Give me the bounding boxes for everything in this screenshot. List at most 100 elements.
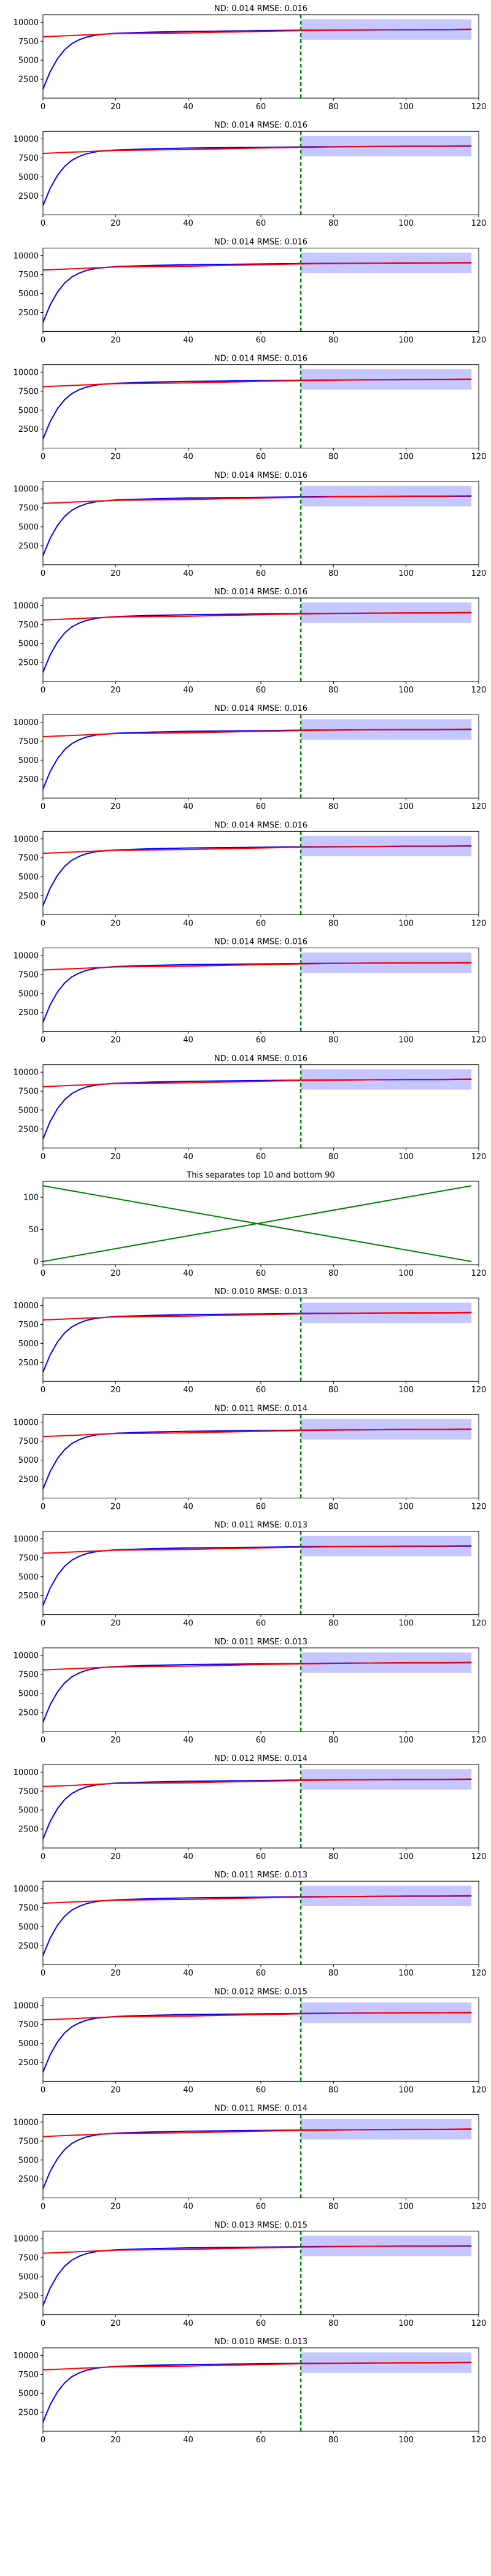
x-tick-label: 20	[110, 2319, 121, 2328]
x-tick-label: 0	[41, 2319, 45, 2328]
y-tick-label: 10000	[14, 368, 39, 377]
series-line	[42, 962, 472, 971]
x-tick-label: 40	[183, 1502, 193, 1511]
chart-title: ND: 0.014 RMSE: 0.016	[214, 121, 307, 130]
x-tick-label: 80	[328, 1269, 339, 1278]
x-tick-label: 0	[41, 2085, 45, 2095]
y-tick-label: 5000	[18, 1806, 39, 1815]
x-tick-label: 120	[471, 1386, 487, 1395]
y-tick-label: 10000	[14, 718, 39, 727]
x-tick-label: 60	[256, 1269, 266, 1278]
chart-title: ND: 0.014 RMSE: 0.016	[214, 471, 307, 480]
x-tick-label: 60	[256, 1852, 266, 1861]
y-tick-label: 10000	[14, 1535, 39, 1544]
x-tick-label: 0	[41, 453, 45, 462]
x-tick-label: 80	[328, 686, 339, 695]
x-tick-label: 40	[183, 1386, 193, 1395]
chart-panel: ND: 0.012 RMSE: 0.014 0 20 40 60 80 100 120 2500…	[14, 1754, 487, 1861]
y-tick-label: 2500	[18, 659, 39, 668]
series-line	[42, 845, 472, 854]
chart-panel: ND: 0.014 RMSE: 0.016 0 20 40 60 80 100 120 2500…	[14, 588, 487, 695]
y-tick-label: 7500	[18, 1087, 39, 1097]
y-tick-label: 7500	[18, 854, 39, 863]
x-tick-label: 80	[328, 802, 339, 811]
x-tick-label: 60	[256, 1619, 266, 1628]
y-tick-label: 10000	[14, 1652, 39, 1661]
y-tick-label: 7500	[18, 1321, 39, 1330]
x-tick-label: 20	[110, 102, 121, 112]
y-tick-label: 10000	[14, 1301, 39, 1311]
x-tick-label: 0	[41, 1852, 45, 1861]
x-tick-label: 60	[256, 1736, 266, 1745]
x-tick-label: 100	[398, 1152, 414, 1162]
x-tick-label: 20	[110, 335, 121, 345]
x-tick-label: 0	[41, 919, 45, 928]
x-tick-label: 120	[471, 1736, 487, 1745]
y-tick-label: 2500	[18, 2409, 39, 2418]
series-line	[42, 1428, 472, 1438]
x-tick-label: 0	[41, 335, 45, 345]
y-tick-label: 5000	[18, 873, 39, 882]
y-tick-label: 10000	[14, 1885, 39, 1894]
x-tick-label: 0	[41, 1736, 45, 1745]
y-tick-label: 2500	[18, 2291, 39, 2301]
x-tick-label: 80	[328, 219, 339, 228]
x-tick-label: 0	[41, 1969, 45, 1978]
x-tick-label: 0	[41, 1619, 45, 1628]
y-tick-label: 5000	[18, 523, 39, 532]
x-tick-label: 40	[183, 1036, 193, 1045]
x-tick-label: 120	[471, 919, 487, 928]
y-tick-label: 2500	[18, 1475, 39, 1484]
y-tick-label: 7500	[18, 37, 39, 47]
x-tick-label: 40	[183, 219, 193, 228]
y-tick-label: 5000	[18, 989, 39, 999]
x-tick-label: 40	[183, 1619, 193, 1628]
y-tick-label: 7500	[18, 2020, 39, 2030]
x-tick-label: 0	[41, 1269, 45, 1278]
series-line	[42, 495, 472, 504]
x-tick-label: 120	[471, 1502, 487, 1511]
y-tick-label: 2500	[18, 309, 39, 318]
x-tick-label: 0	[41, 2202, 45, 2212]
y-tick-label: 10000	[14, 602, 39, 611]
x-tick-label: 120	[471, 2085, 487, 2095]
series-line	[42, 611, 472, 621]
x-tick-label: 100	[398, 1036, 414, 1045]
chart-title: ND: 0.014 RMSE: 0.016	[214, 588, 307, 597]
x-tick-label: 40	[183, 1969, 193, 1978]
x-tick-label: 80	[328, 1852, 339, 1861]
x-tick-label: 100	[398, 1269, 414, 1278]
y-tick-label: 10000	[14, 951, 39, 960]
y-tick-label: 10000	[14, 2001, 39, 2011]
x-tick-label: 120	[471, 102, 487, 112]
x-tick-label: 80	[328, 2085, 339, 2095]
y-tick-label: 5000	[18, 56, 39, 66]
y-tick-label: 5000	[18, 1456, 39, 1465]
chart-panel: ND: 0.014 RMSE: 0.016 0 20 40 60 80 100 120 2500…	[14, 121, 487, 228]
x-tick-label: 0	[41, 686, 45, 695]
x-tick-label: 40	[183, 102, 193, 112]
chart-title: ND: 0.013 RMSE: 0.015	[214, 2221, 307, 2230]
x-tick-label: 60	[256, 453, 266, 462]
y-tick-label: 2500	[18, 2175, 39, 2184]
x-tick-label: 120	[471, 1152, 487, 1162]
chart-title: This separates top 10 and bottom 90	[186, 1171, 334, 1180]
x-tick-label: 20	[110, 1619, 121, 1628]
chart-title: ND: 0.010 RMSE: 0.013	[214, 2337, 307, 2347]
x-tick-label: 100	[398, 569, 414, 578]
y-tick-label: 2500	[18, 1008, 39, 1018]
x-tick-label: 40	[183, 2202, 193, 2212]
series-line	[42, 2011, 472, 2021]
x-tick-label: 100	[398, 1386, 414, 1395]
chart-panel: This separates top 10 and bottom 90 0 20 40…	[23, 1171, 486, 1278]
y-tick-label: 5000	[18, 1106, 39, 1115]
x-tick-label: 0	[41, 1036, 45, 1045]
y-tick-label: 5000	[18, 756, 39, 765]
y-tick-label: 7500	[18, 2371, 39, 2380]
chart-panel: ND: 0.011 RMSE: 0.013 0 20 40 60 80 100 120 2500…	[14, 1638, 487, 1745]
y-tick-label: 7500	[18, 970, 39, 979]
x-tick-label: 60	[256, 2202, 266, 2212]
x-tick-label: 20	[110, 453, 121, 462]
x-tick-label: 20	[110, 1852, 121, 1861]
